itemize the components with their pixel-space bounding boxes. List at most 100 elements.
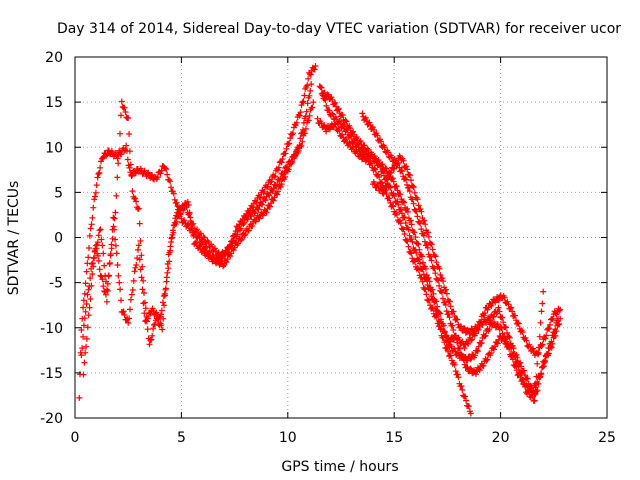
data-point bbox=[96, 266, 103, 273]
data-point bbox=[133, 262, 140, 268]
data-point bbox=[469, 351, 476, 358]
data-point bbox=[190, 220, 197, 227]
data-point bbox=[410, 200, 417, 207]
data-point bbox=[114, 174, 121, 181]
data-point bbox=[113, 250, 120, 257]
data-point bbox=[474, 326, 481, 333]
data-point bbox=[275, 164, 282, 171]
data-point bbox=[127, 306, 133, 313]
data-point bbox=[370, 126, 377, 133]
data-point bbox=[433, 298, 440, 305]
data-point bbox=[437, 310, 444, 317]
data-point bbox=[499, 330, 506, 337]
data-point bbox=[499, 314, 506, 321]
data-point bbox=[133, 198, 140, 205]
data-point bbox=[186, 211, 193, 217]
data-point bbox=[154, 316, 161, 323]
data-point bbox=[410, 184, 417, 191]
data-point bbox=[399, 168, 406, 175]
data-point bbox=[297, 135, 304, 142]
data-point bbox=[451, 361, 458, 368]
data-point bbox=[162, 165, 169, 172]
data-point bbox=[464, 357, 471, 364]
data-point bbox=[296, 142, 303, 149]
data-point bbox=[470, 329, 477, 335]
series-track-7 bbox=[369, 152, 564, 359]
data-point bbox=[131, 268, 138, 275]
data-point bbox=[429, 246, 436, 253]
data-point bbox=[95, 257, 102, 264]
data-point bbox=[454, 316, 461, 323]
data-point bbox=[167, 178, 174, 185]
y-tick-label: -5 bbox=[49, 276, 63, 292]
data-point bbox=[446, 298, 453, 305]
data-point bbox=[539, 341, 546, 348]
data-point bbox=[126, 148, 133, 155]
x-tick-label: 20 bbox=[492, 430, 510, 446]
data-point bbox=[126, 131, 133, 137]
data-point bbox=[513, 367, 520, 374]
data-point bbox=[434, 303, 441, 310]
data-point bbox=[481, 333, 488, 340]
data-point bbox=[406, 232, 413, 239]
data-point bbox=[84, 324, 91, 331]
data-point bbox=[401, 199, 408, 206]
data-point bbox=[168, 184, 174, 191]
data-point bbox=[80, 297, 87, 304]
data-point bbox=[378, 179, 385, 186]
y-tick-label: -10 bbox=[40, 321, 63, 337]
data-point bbox=[413, 249, 420, 256]
data-point bbox=[323, 102, 330, 109]
data-point bbox=[484, 356, 491, 363]
data-point bbox=[509, 356, 516, 363]
data-point bbox=[83, 343, 90, 350]
data-point bbox=[99, 276, 106, 283]
series-track-2 bbox=[78, 81, 315, 359]
data-point bbox=[501, 294, 508, 301]
data-point bbox=[442, 301, 449, 308]
data-point bbox=[161, 302, 168, 309]
data-point bbox=[212, 245, 218, 252]
data-point bbox=[272, 173, 278, 180]
data-point bbox=[515, 371, 522, 378]
data-point bbox=[521, 367, 527, 374]
data-point bbox=[436, 282, 443, 289]
data-point bbox=[252, 218, 259, 225]
data-point bbox=[300, 98, 307, 105]
data-point bbox=[539, 300, 546, 307]
data-point bbox=[532, 384, 539, 391]
data-point bbox=[135, 246, 141, 253]
data-point bbox=[405, 243, 412, 250]
data-point bbox=[408, 177, 414, 184]
data-point bbox=[509, 308, 516, 315]
data-point bbox=[90, 204, 97, 211]
data-point bbox=[361, 142, 368, 149]
data-point bbox=[136, 220, 143, 227]
data-point bbox=[143, 313, 150, 320]
data-point bbox=[539, 364, 546, 371]
data-point bbox=[146, 341, 153, 348]
data-point bbox=[414, 240, 421, 247]
data-point bbox=[88, 221, 95, 228]
data-point bbox=[238, 219, 245, 226]
data-point bbox=[531, 391, 538, 398]
data-point bbox=[496, 308, 503, 315]
data-point bbox=[142, 305, 149, 312]
data-point bbox=[536, 333, 543, 340]
data-point bbox=[436, 309, 443, 316]
data-point bbox=[339, 112, 346, 119]
data-point bbox=[396, 164, 403, 171]
data-point bbox=[128, 173, 135, 179]
data-point bbox=[133, 169, 139, 176]
data-point bbox=[424, 244, 431, 251]
data-point bbox=[242, 231, 249, 238]
data-point bbox=[84, 291, 91, 298]
data-point bbox=[283, 145, 290, 152]
data-point bbox=[139, 286, 146, 293]
data-point bbox=[439, 295, 446, 302]
data-point bbox=[267, 203, 274, 210]
data-point bbox=[295, 145, 302, 152]
data-point bbox=[467, 365, 474, 372]
data-point bbox=[423, 242, 430, 248]
data-point bbox=[125, 319, 132, 326]
